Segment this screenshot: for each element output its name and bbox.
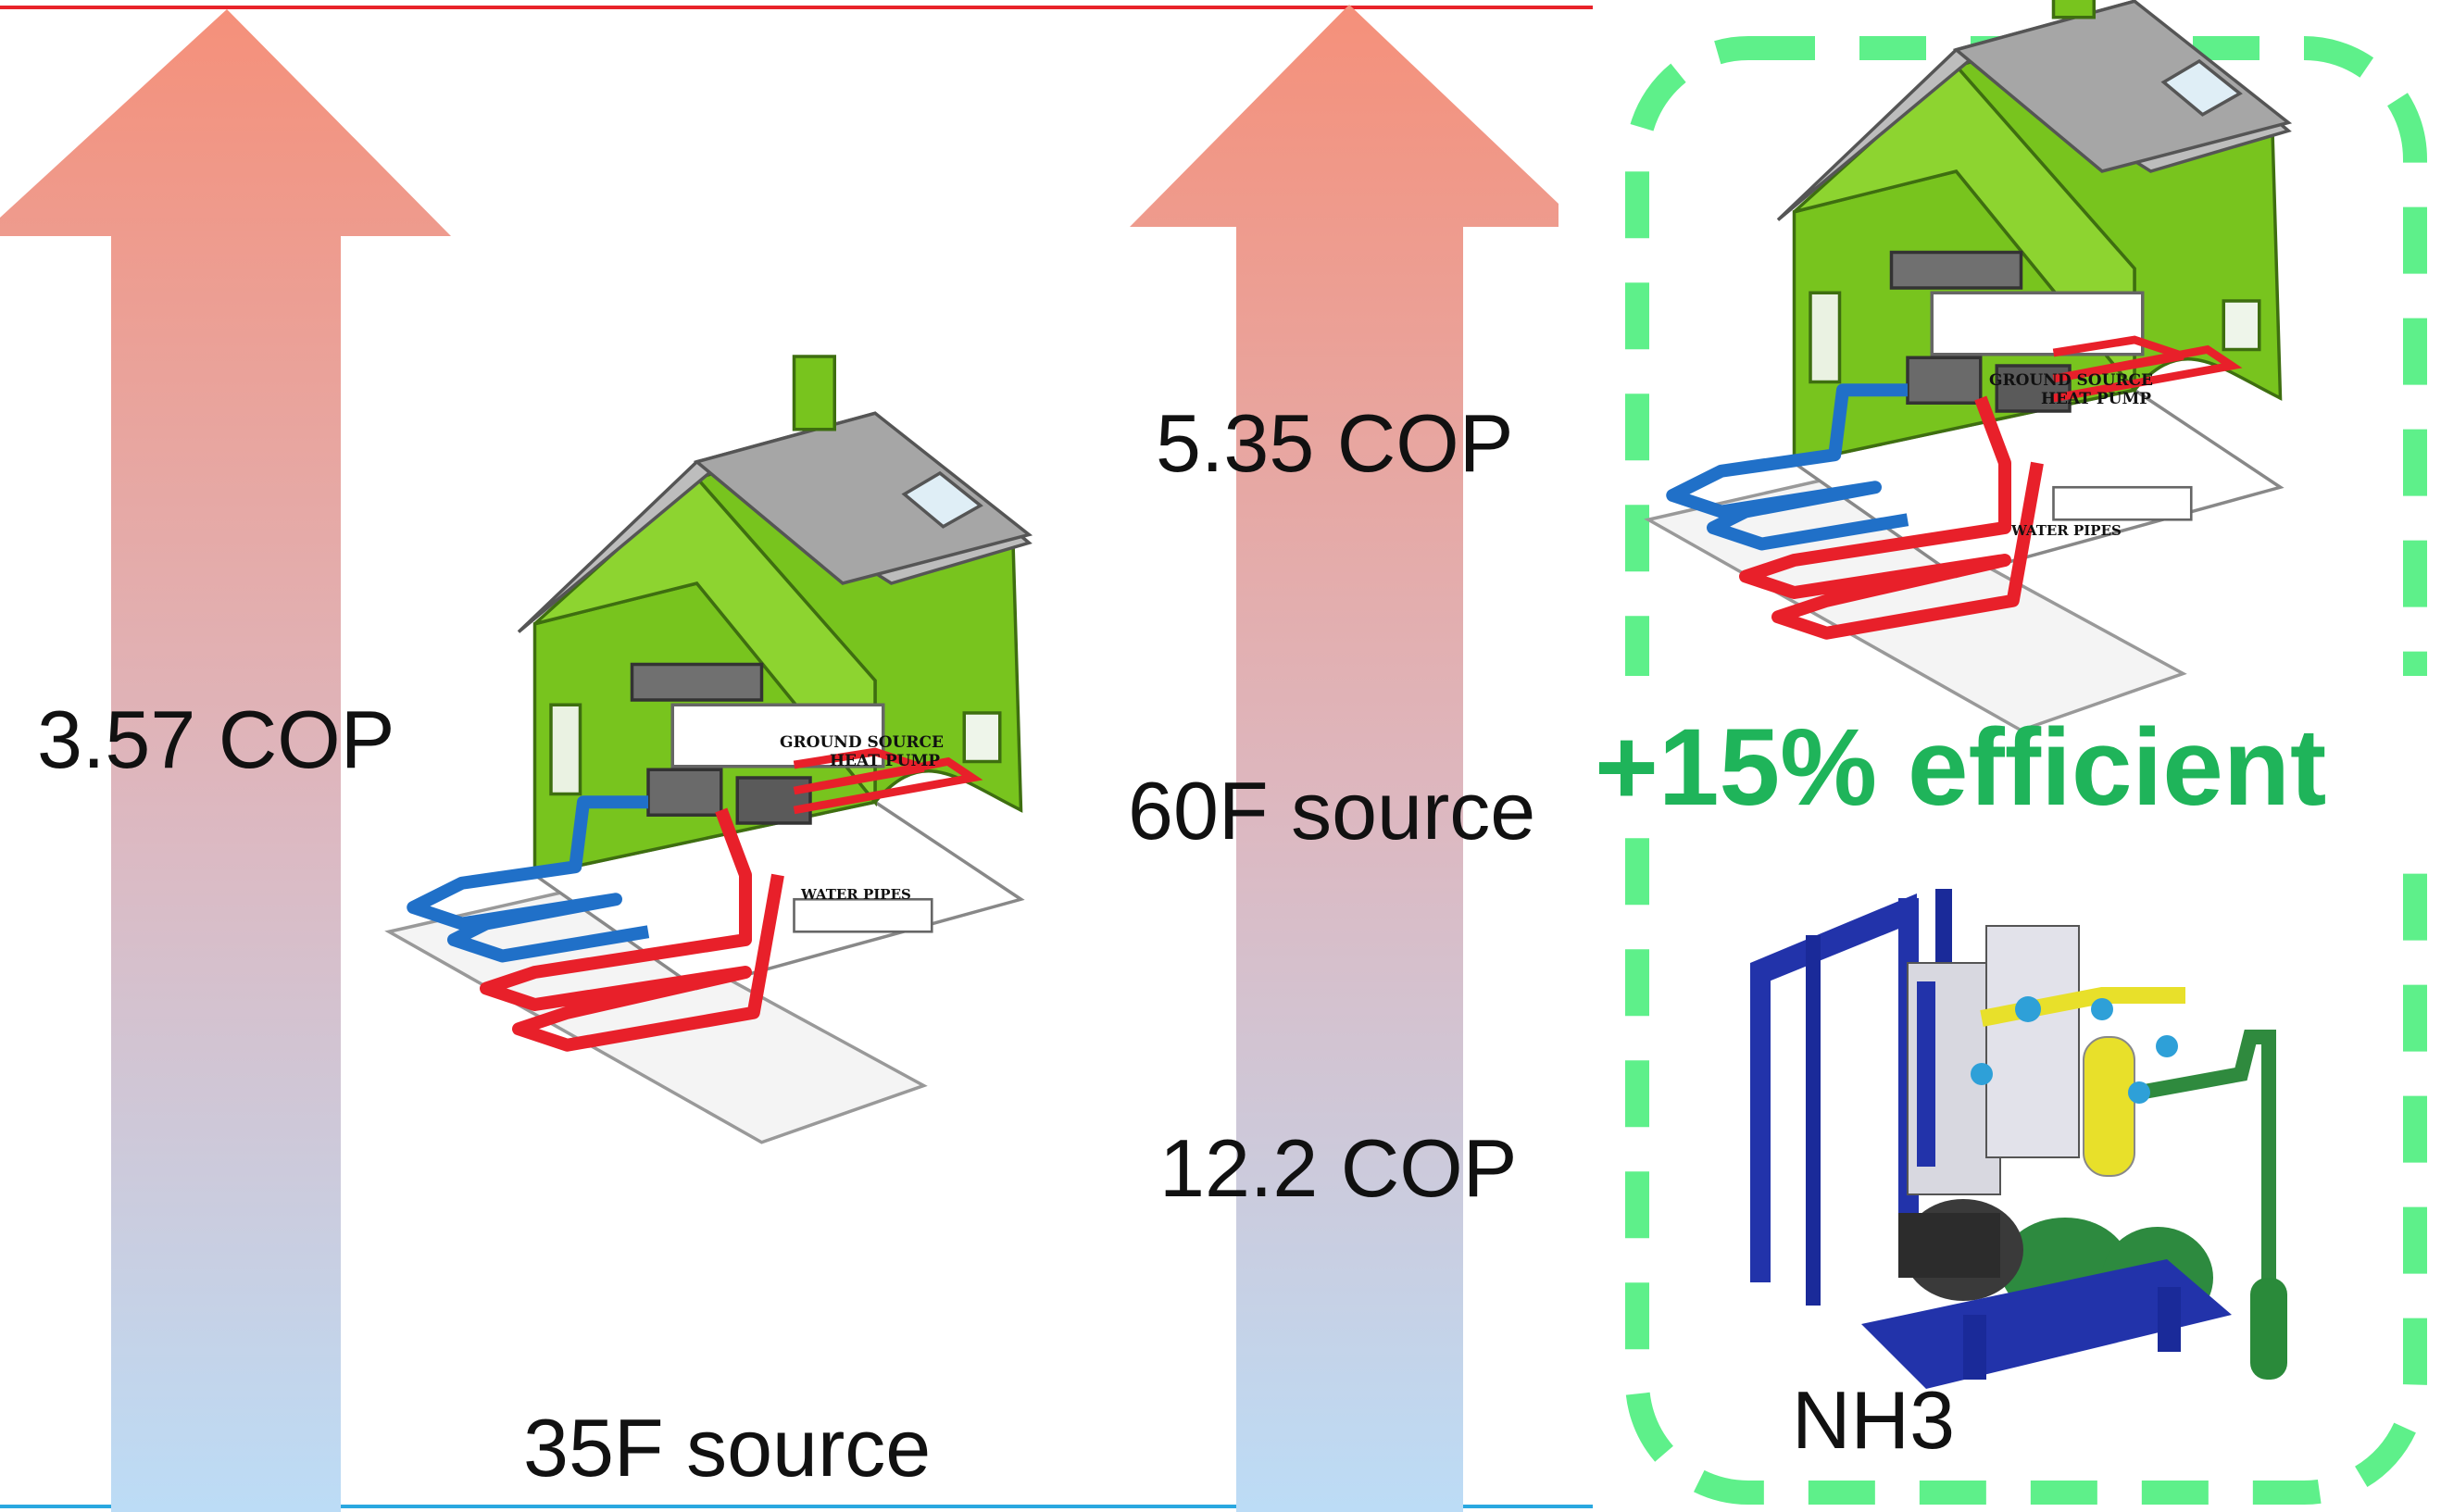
source-60-label: 60F source: [1128, 765, 1536, 856]
box-house-illustration: [1648, 0, 2288, 731]
right-arrow: [1130, 5, 1558, 1512]
left-cop-label: 3.57 COP: [37, 694, 395, 785]
left-arrow: [0, 9, 451, 1512]
house-sign-heat-pump: HEAT PUMP: [830, 752, 941, 770]
efficiency-label: +15% efficient: [1595, 706, 2327, 829]
right-bottom-cop-label: 12.2 COP: [1159, 1122, 1518, 1214]
source-35-label: 35F source: [523, 1402, 932, 1493]
box-house-sign-ground-source: GROUND SOURCE: [1989, 371, 2154, 390]
box-house-sign-heat-pump: HEAT PUMP: [2041, 390, 2152, 408]
nh3-label: NH3: [1792, 1374, 1956, 1466]
house-sign-ground-source: GROUND SOURCE: [780, 733, 945, 752]
house-sign-water-pipes: WATER PIPES: [801, 886, 911, 903]
right-top-cop-label: 5.35 COP: [1156, 397, 1514, 489]
nh3-machinery-illustration: [1750, 889, 2287, 1389]
box-house-sign-water-pipes: WATER PIPES: [2011, 522, 2122, 539]
